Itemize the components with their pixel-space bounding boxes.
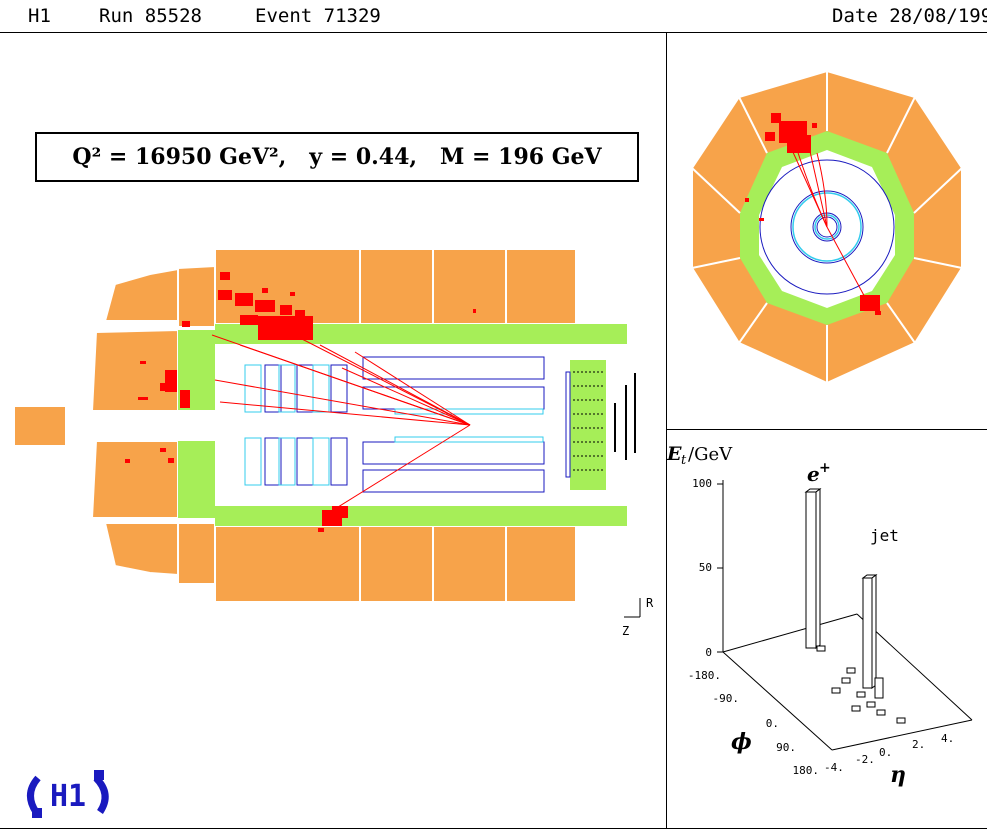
- lego-phi-tick: -90.: [713, 692, 740, 705]
- lego-ylabel-unit: /GeV: [688, 444, 733, 465]
- lego-eta-tick: 2.: [912, 738, 925, 751]
- lego-eta-tick: 0.: [879, 746, 892, 759]
- logo-ring-right: [93, 775, 109, 814]
- axis-z-label: Z: [622, 624, 629, 638]
- lego-towers: [804, 488, 906, 724]
- em-readout-dots: [573, 371, 603, 471]
- em-calorimeter: [178, 324, 627, 526]
- outer-calorimeter: [13, 248, 577, 603]
- lego-phi-tick: 0.: [766, 717, 779, 730]
- frame-right-divider: [666, 429, 987, 430]
- lego-eta-tick: -4.: [824, 761, 844, 774]
- lego-phi-tick: 180.: [793, 764, 820, 777]
- header-date: Date 28/08/1994: [832, 5, 987, 27]
- particle-tracks: [211, 334, 471, 513]
- lego-electron-charge: +: [819, 460, 831, 476]
- logo-ring-left: [27, 775, 41, 814]
- forward-planes: [614, 373, 636, 460]
- lego-z-tick: 100: [692, 477, 712, 490]
- axis-arrows: [624, 598, 641, 618]
- lego-ylabel-main: E: [667, 443, 682, 465]
- lego-plot: E t /GeV e + jet 100 50 0 -180.: [667, 443, 973, 788]
- lego-phi-tick: -180.: [688, 669, 721, 682]
- header-experiment: H1: [28, 5, 51, 27]
- lego-eta-ticks: -4. -2. 0. 2. 4.: [824, 732, 954, 774]
- lego-phi-label: ϕ: [731, 729, 752, 755]
- end-view-display: [691, 69, 963, 385]
- lego-eta-tick: -2.: [855, 753, 875, 766]
- energy-deposits: [125, 272, 476, 532]
- lego-phi-ticks: -180. -90. 0. 90. 180.: [688, 669, 819, 777]
- header-event: Event 71329: [255, 5, 381, 27]
- lego-z-tick: 0: [705, 646, 712, 659]
- axis-r-label: R: [646, 596, 654, 610]
- h1-logo: H1: [27, 770, 109, 818]
- lego-eta-tick: 4.: [941, 732, 954, 745]
- kinematics-label: Q² = 16950 GeV², y = 0.44, M = 196 GeV: [35, 132, 639, 182]
- lego-z-tick: 50: [699, 561, 712, 574]
- lego-z-ticks: 100 50 0: [692, 477, 712, 659]
- end-view-deposits: [745, 113, 881, 315]
- lego-phi-tick: 90.: [776, 741, 796, 754]
- lego-jet-label: jet: [870, 526, 899, 545]
- side-view-display: R Z: [13, 248, 654, 638]
- lego-ylabel-sub: t: [681, 453, 687, 468]
- frame-top-rule: [0, 32, 987, 33]
- lego-eta-label: η: [890, 762, 906, 788]
- frame-vertical-divider: [666, 32, 667, 829]
- inner-detector: [264, 356, 571, 493]
- frame-bottom-rule: [0, 828, 987, 829]
- lego-electron-label: e: [807, 462, 820, 486]
- header-run: Run 85528: [99, 5, 202, 27]
- logo-text: H1: [50, 779, 86, 814]
- lego-axes: [717, 480, 973, 751]
- muon-chambers: [244, 364, 544, 486]
